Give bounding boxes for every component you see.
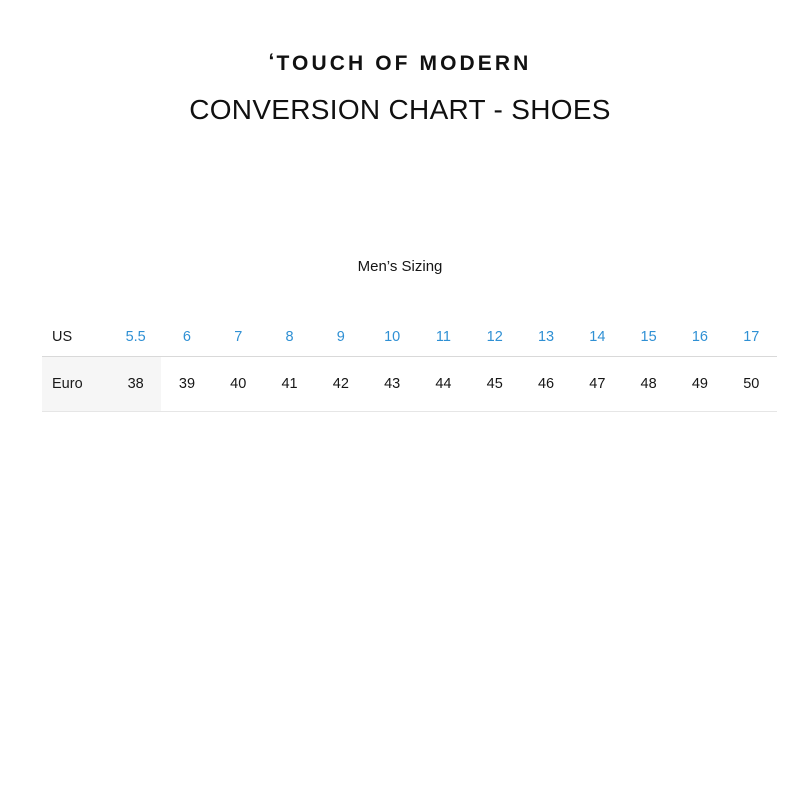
cell-us-10: 15 — [622, 317, 675, 357]
cell-euro-12: 50 — [725, 356, 777, 412]
brand-logo: ‘TOUCH OF MODERN — [0, 50, 800, 76]
section-title: Men’s Sizing — [357, 258, 443, 275]
row-label-us: US — [42, 317, 110, 357]
cell-euro-7: 45 — [469, 356, 521, 412]
cell-us-7: 12 — [469, 317, 521, 357]
cell-euro-0: 38 — [110, 356, 162, 412]
cell-euro-10: 48 — [622, 356, 675, 412]
cell-euro-5: 43 — [366, 356, 418, 412]
cell-euro-9: 47 — [571, 356, 623, 412]
size-table-body: US 5.5 6 7 8 9 10 11 12 13 14 15 16 17 E… — [42, 317, 777, 412]
cell-us-8: 13 — [520, 317, 572, 357]
cell-us-3: 8 — [263, 317, 316, 357]
cell-us-5: 10 — [366, 317, 418, 357]
cell-euro-2: 40 — [212, 356, 264, 412]
page-title: CONVERSION CHART - SHOES — [189, 94, 611, 125]
cell-euro-8: 46 — [520, 356, 572, 412]
brand-tick-mark: ‘ — [268, 50, 278, 73]
cell-us-2: 7 — [212, 317, 264, 357]
cell-us-11: 16 — [674, 317, 726, 357]
cell-euro-1: 39 — [161, 356, 213, 412]
cell-us-9: 14 — [571, 317, 623, 357]
cell-us-6: 11 — [417, 317, 470, 357]
table-row-euro: Euro 38 39 40 41 42 43 44 45 46 47 48 49… — [42, 356, 777, 412]
cell-euro-3: 41 — [263, 356, 316, 412]
cell-euro-6: 44 — [417, 356, 470, 412]
brand-name: TOUCH OF MODERN — [276, 52, 532, 75]
cell-euro-4: 42 — [315, 356, 367, 412]
cell-us-4: 9 — [315, 317, 367, 357]
cell-us-0: 5.5 — [110, 317, 162, 357]
cell-us-1: 6 — [161, 317, 213, 357]
cell-euro-11: 49 — [674, 356, 726, 412]
size-conversion-table: US 5.5 6 7 8 9 10 11 12 13 14 15 16 17 E… — [42, 317, 777, 412]
row-label-euro: Euro — [42, 356, 110, 412]
table-row-us: US 5.5 6 7 8 9 10 11 12 13 14 15 16 17 — [42, 317, 777, 357]
cell-us-12: 17 — [725, 317, 777, 357]
